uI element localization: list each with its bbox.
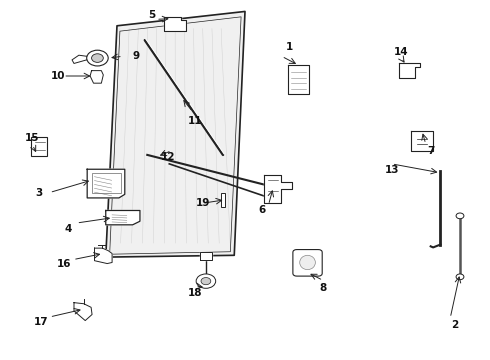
Text: 16: 16 bbox=[57, 259, 72, 269]
Circle shape bbox=[196, 274, 216, 288]
Text: 13: 13 bbox=[384, 165, 399, 175]
Bar bbox=[220, 193, 225, 207]
Polygon shape bbox=[72, 55, 87, 63]
Text: 9: 9 bbox=[133, 51, 140, 61]
Polygon shape bbox=[399, 63, 420, 78]
Text: 2: 2 bbox=[451, 320, 459, 330]
Polygon shape bbox=[95, 248, 112, 264]
Polygon shape bbox=[411, 131, 433, 150]
Polygon shape bbox=[264, 175, 292, 203]
Text: 7: 7 bbox=[427, 145, 434, 156]
Polygon shape bbox=[106, 12, 245, 257]
Text: 17: 17 bbox=[33, 317, 48, 327]
Polygon shape bbox=[106, 211, 140, 225]
Text: 15: 15 bbox=[25, 133, 40, 143]
Text: 1: 1 bbox=[285, 42, 293, 52]
Text: 11: 11 bbox=[188, 116, 202, 126]
Text: 14: 14 bbox=[394, 46, 409, 57]
Text: 3: 3 bbox=[35, 188, 43, 198]
Polygon shape bbox=[87, 169, 125, 198]
FancyBboxPatch shape bbox=[293, 249, 322, 276]
Circle shape bbox=[456, 274, 464, 280]
Text: 8: 8 bbox=[319, 283, 327, 293]
Polygon shape bbox=[288, 65, 310, 94]
Polygon shape bbox=[74, 303, 92, 320]
Text: 6: 6 bbox=[259, 206, 266, 216]
Bar bbox=[31, 137, 47, 156]
Text: 18: 18 bbox=[188, 288, 202, 298]
Circle shape bbox=[92, 54, 103, 62]
Text: 19: 19 bbox=[196, 198, 211, 208]
Bar bbox=[92, 173, 122, 193]
Polygon shape bbox=[200, 252, 212, 260]
Text: 12: 12 bbox=[161, 152, 175, 162]
Text: 4: 4 bbox=[65, 225, 72, 234]
Text: 10: 10 bbox=[51, 71, 66, 81]
Polygon shape bbox=[90, 71, 103, 83]
Circle shape bbox=[201, 278, 211, 285]
Text: 5: 5 bbox=[148, 10, 156, 20]
Circle shape bbox=[456, 213, 464, 219]
Polygon shape bbox=[164, 17, 186, 31]
Circle shape bbox=[87, 50, 108, 66]
Ellipse shape bbox=[300, 255, 316, 270]
